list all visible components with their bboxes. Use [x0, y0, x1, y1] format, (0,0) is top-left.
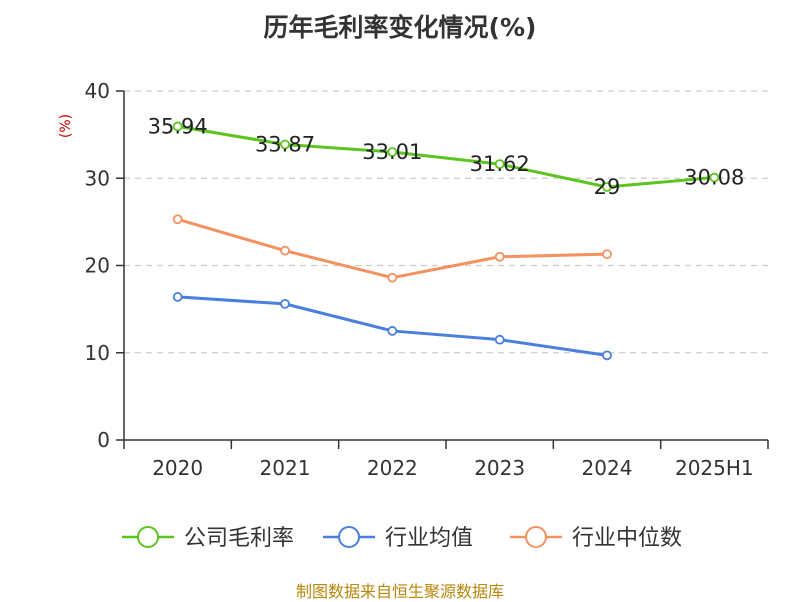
point-0-2021: [280, 139, 290, 150]
legend: 公司毛利率 行业均值 行业中位数: [122, 526, 682, 551]
point-0-2022: [387, 147, 398, 157]
x-tick-label-2022: 2022: [367, 456, 418, 480]
point-1-2021: [280, 298, 290, 309]
data-label-2023: 31.62: [470, 152, 530, 176]
point-1-2024: [602, 350, 612, 361]
legend-label-1: 行业均值: [385, 526, 473, 551]
y-tick-label-20: 20: [85, 254, 110, 278]
data-label-2021: 33.87: [255, 132, 315, 156]
point-2-2024: [602, 249, 612, 260]
series-line-0: [177, 124, 715, 189]
legend-marker-2: [525, 526, 547, 548]
y-tick-label-0: 0: [97, 428, 110, 452]
point-1-2022: [387, 326, 398, 336]
point-2-2023: [494, 251, 505, 262]
source-note: 制图数据来自恒生聚源数据库: [295, 582, 504, 601]
y-axis-label: (%): [58, 114, 74, 138]
legend-marker-0: [137, 526, 159, 548]
grid-lines: [124, 90, 768, 354]
point-0-2020: [172, 121, 183, 132]
data-label-2024: 29: [594, 175, 621, 199]
legend-marker-1: [338, 526, 360, 548]
point-2-2020: [172, 214, 183, 225]
x-tick-label-2025H1: 2025H1: [675, 456, 754, 480]
point-1-2020: [172, 292, 183, 302]
data-label-2025H1: 30.08: [684, 166, 744, 190]
chart-title: 历年毛利率变化情况(%): [263, 13, 537, 42]
legend-label-2: 行业中位数: [572, 526, 682, 551]
data-label-2020: 35.94: [148, 114, 208, 138]
x-tick-label-2024: 2024: [582, 456, 633, 480]
point-0-2023: [494, 159, 505, 170]
y-tick-label-30: 30: [85, 166, 110, 190]
point-1-2023: [494, 334, 505, 345]
y-tick-label-40: 40: [85, 79, 110, 103]
axes: 0 10 20 30 40 2020 2021 2022 2023 2024 2025H1 (%): [58, 79, 769, 480]
data-labels: 35.94 33.87 33.01 31.62 29 30.08: [148, 114, 745, 199]
point-0-2024: [602, 182, 612, 192]
y-tick-label-10: 10: [85, 341, 110, 365]
x-tick-label-2023: 2023: [474, 456, 525, 480]
legend-label-0: 公司毛利率: [184, 526, 294, 551]
point-0-2025H1: [709, 172, 720, 183]
point-2-2021: [280, 245, 290, 256]
x-tick-label-2020: 2020: [152, 456, 203, 480]
data-label-2022: 33.01: [362, 140, 422, 164]
x-tick-label-2021: 2021: [260, 456, 311, 480]
series-line-2: [177, 217, 608, 280]
series-lines: [172, 121, 720, 361]
point-2-2022: [387, 272, 398, 283]
